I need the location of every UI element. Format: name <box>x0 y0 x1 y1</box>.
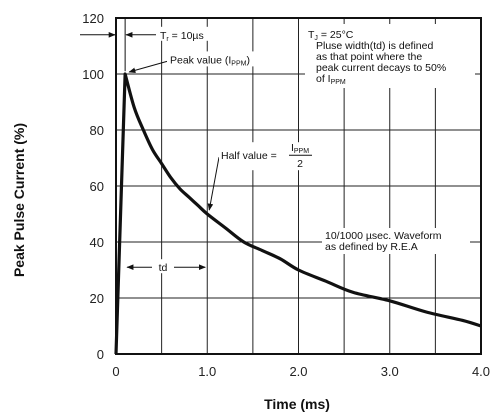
y-tick-label: 100 <box>82 67 104 82</box>
waveform-note-bg <box>322 228 470 254</box>
peak-arrow <box>128 60 168 73</box>
td-label-bg <box>153 259 173 274</box>
annotations: Tr = 10µs Peak value (IPPM) Half value = I… <box>80 18 475 274</box>
half-value-denominator: 2 <box>297 158 303 170</box>
y-tick-label: 40 <box>90 235 104 250</box>
td-label: td <box>159 262 168 274</box>
y-tick-label: 80 <box>90 123 104 138</box>
y-tick-label: 20 <box>90 291 104 306</box>
note-bg <box>305 24 475 88</box>
y-tick-label: 60 <box>90 179 104 194</box>
pulse-width-note-line: peak current decays to 50% <box>316 62 446 74</box>
peak-label: Peak value (IPPM) <box>170 54 250 67</box>
x-tick-label: 1.0 <box>198 364 216 379</box>
x-axis-title: Time (ms) <box>264 396 330 412</box>
half-label-bg <box>219 142 321 171</box>
pulse-width-note-line: as that point where the <box>316 51 422 63</box>
peak-label-bg <box>167 51 275 67</box>
x-tick-label: 3.0 <box>381 364 399 379</box>
waveform-note-line: as defined by R.E.A <box>325 241 418 253</box>
half-value-numerator: IPPM <box>291 142 309 155</box>
pulse-width-note-line: Pluse width(td) is defined <box>316 40 433 52</box>
y-tick-label: 0 <box>97 347 104 362</box>
tr-label: Tr = 10µs <box>160 30 204 43</box>
x-tick-label: 2.0 <box>289 364 307 379</box>
plot-frame <box>115 17 482 355</box>
tj-label: TJ = 25°C <box>308 29 354 42</box>
waveform-series-line <box>114 72 482 355</box>
half-value-arrow <box>207 157 220 211</box>
y-axis-title: Peak Pulse Current (%) <box>11 123 27 277</box>
tr-label-bg <box>156 26 238 41</box>
half-value-label: Half value = <box>221 150 277 162</box>
waveform-note-line: 10/1000 µsec. Waveform <box>325 230 442 242</box>
x-tick-label: 4.0 <box>472 364 490 379</box>
pulse-width-note-line: of IPPM <box>316 73 346 86</box>
y-tick-label: 120 <box>82 11 104 26</box>
axes: 0 1.0 2.0 3.0 4.0 0 20 40 60 80 100 120 <box>82 11 490 379</box>
x-tick-label: 0 <box>112 364 119 379</box>
